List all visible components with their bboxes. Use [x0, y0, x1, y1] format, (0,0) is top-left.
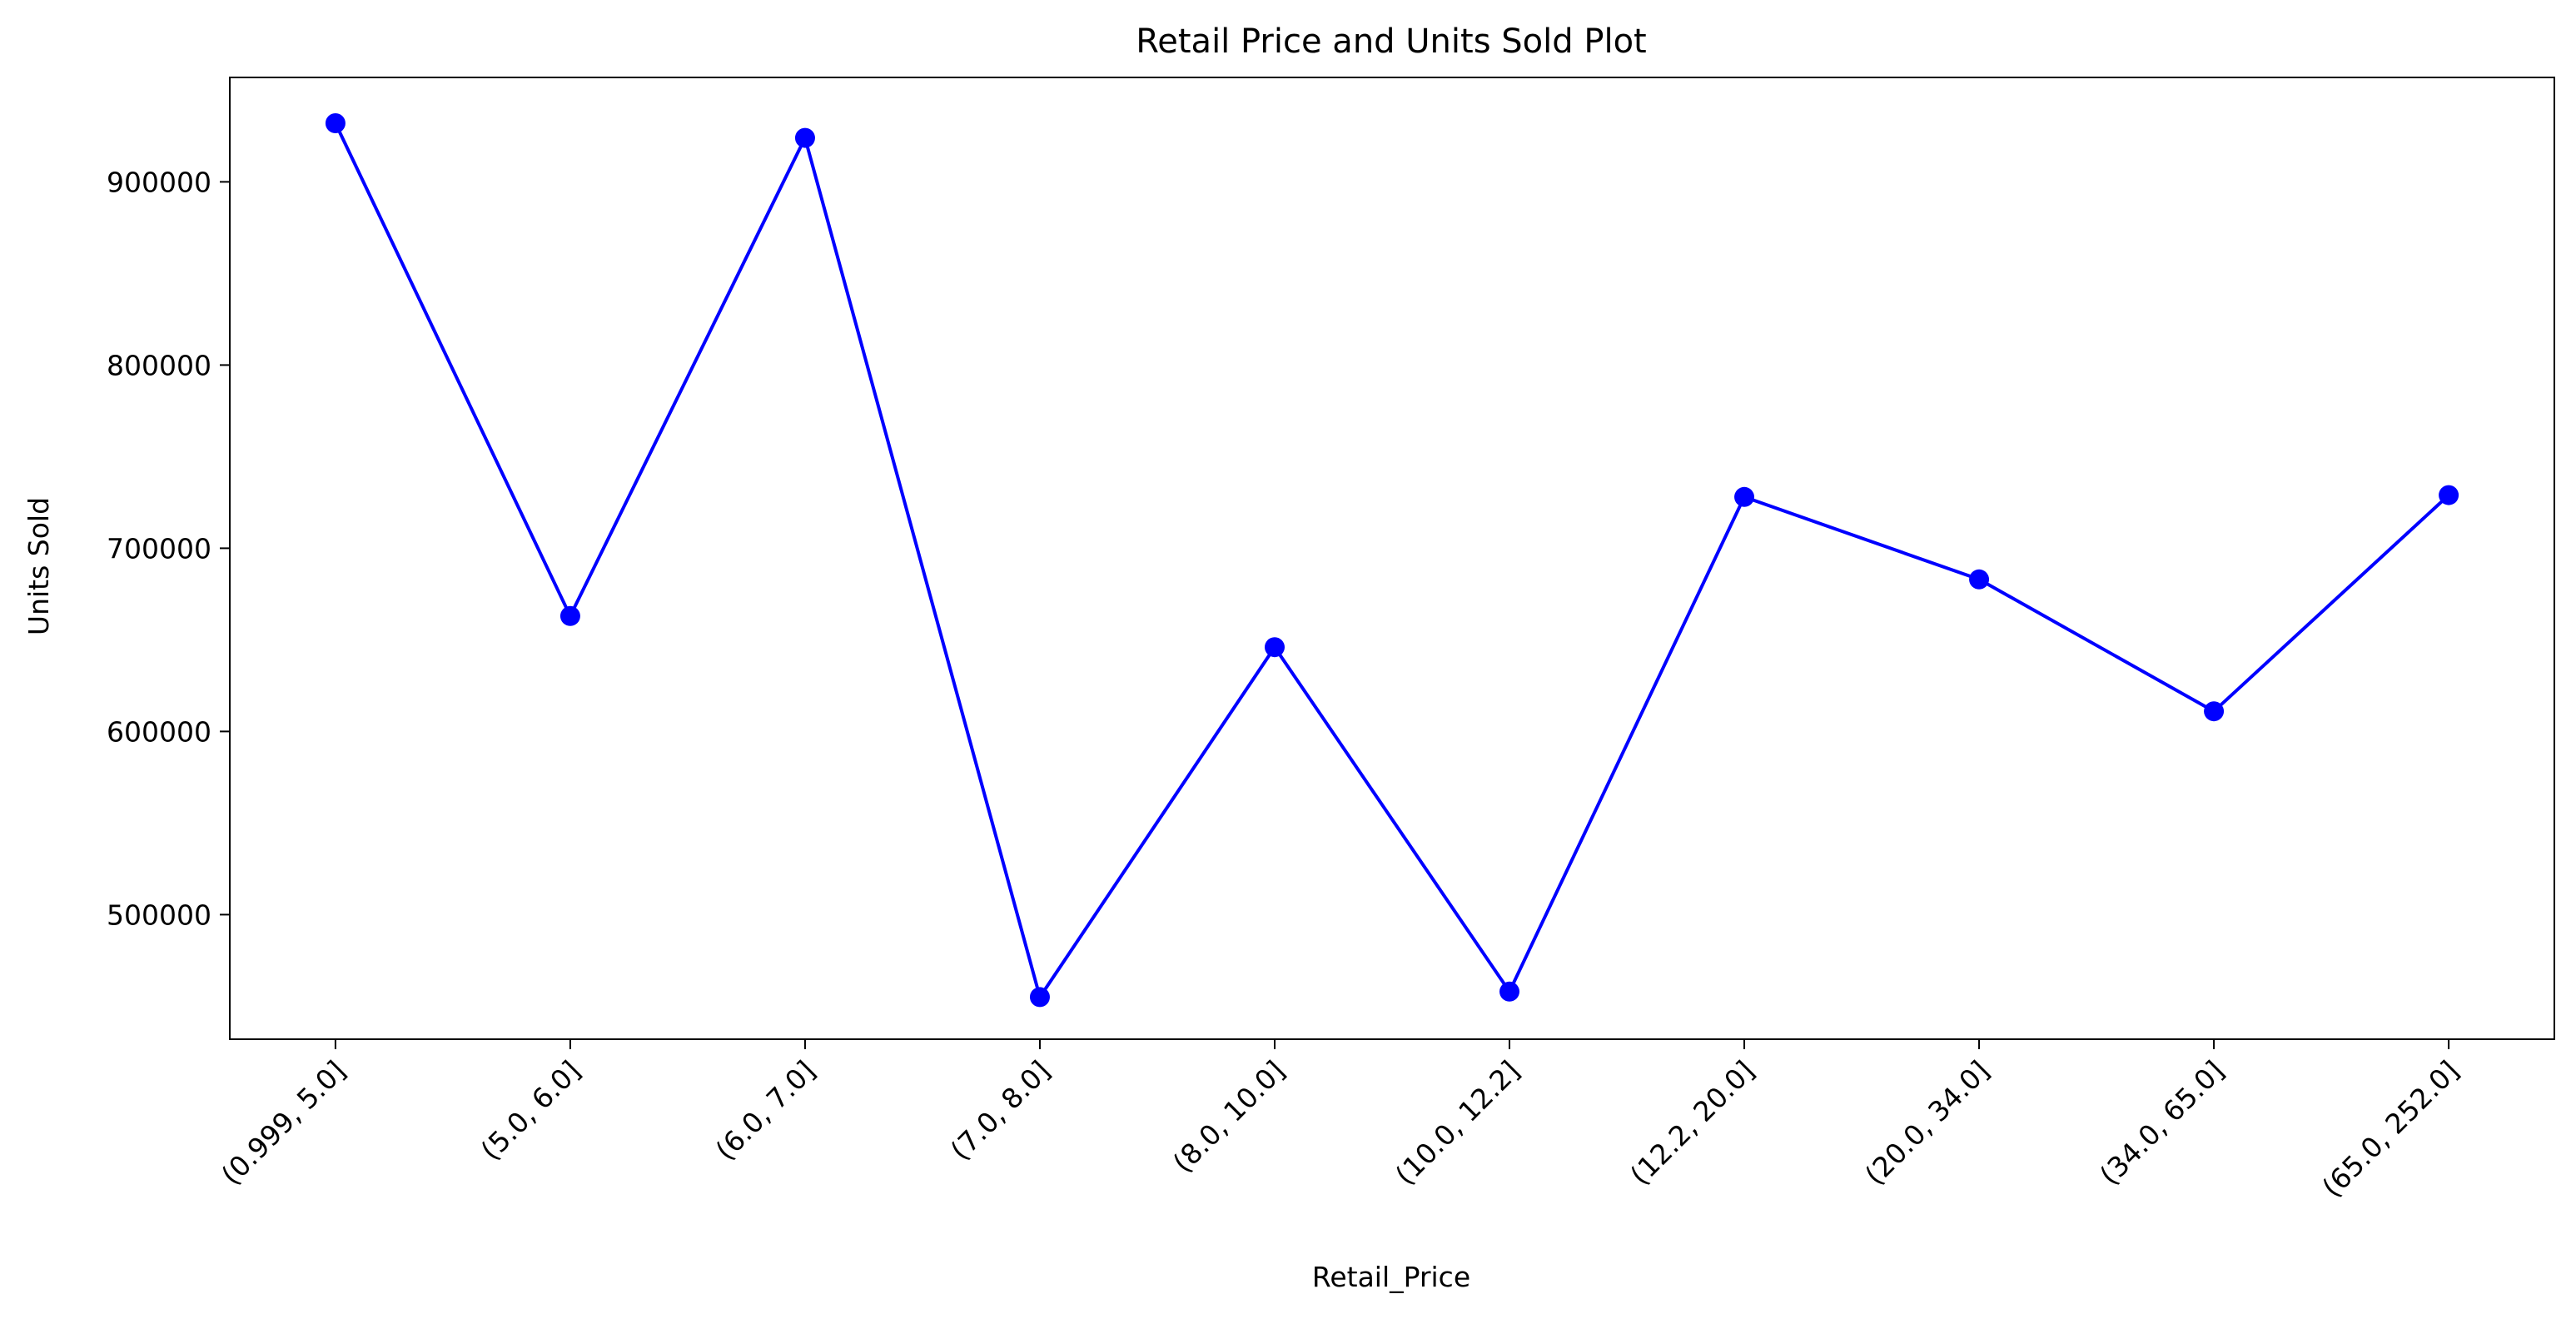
- plot-frame: [229, 77, 2555, 1040]
- data-point: [325, 113, 346, 133]
- data-point: [1264, 637, 1285, 658]
- y-tick-label: 800000: [107, 349, 211, 381]
- data-point: [794, 127, 815, 148]
- data-point: [2439, 485, 2459, 505]
- y-axis-label: Units Sold: [22, 497, 55, 635]
- series-line: [334, 122, 2450, 999]
- data-point: [1029, 987, 1050, 1008]
- data-point: [2204, 701, 2225, 722]
- data-point: [1499, 981, 1520, 1002]
- data-point: [1969, 569, 1990, 590]
- y-tick-label: 900000: [107, 166, 211, 198]
- data-point: [559, 605, 580, 626]
- x-axis-label: Retail_Price: [1312, 1261, 1470, 1293]
- y-tick-label: 600000: [107, 715, 211, 748]
- y-tick-label: 700000: [107, 532, 211, 565]
- data-point: [1734, 486, 1755, 507]
- chart-title: Retail Price and Units Sold Plot: [1136, 22, 1646, 61]
- y-tick-label: 500000: [107, 898, 211, 931]
